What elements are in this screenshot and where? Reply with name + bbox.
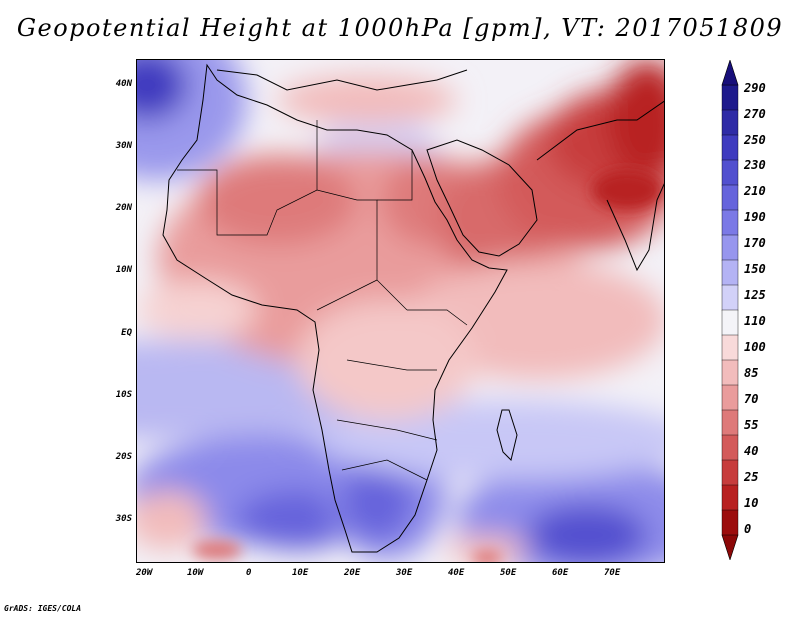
arabia-coastline	[426, 139, 538, 257]
colorbar-label-100: 100	[744, 340, 766, 354]
lon-label-40e: 40E	[448, 568, 465, 578]
lat-label-20s: 20S	[115, 452, 132, 462]
height-field	[137, 60, 664, 562]
colorbar-segment	[721, 309, 739, 336]
colorbar-segment	[721, 509, 739, 536]
colorbar-label-210: 210	[744, 184, 766, 198]
grads-credit: GrADS: IGES/COLA	[4, 604, 82, 613]
colorbar-segment	[721, 134, 739, 161]
colorbar-segment	[721, 209, 739, 236]
colorbar-segment	[721, 234, 739, 261]
colorbar-label-170: 170	[744, 236, 766, 250]
colorbar-bottom-arrow	[721, 534, 739, 560]
colorbar-segment	[721, 109, 739, 136]
coastlines	[162, 63, 664, 553]
colorbar-top-arrow	[721, 60, 739, 86]
colorbar-segment	[721, 484, 739, 511]
colorbar-label-230: 230	[744, 158, 766, 172]
colorbar-segment	[721, 259, 739, 286]
colorbar-label-10: 10	[744, 496, 759, 510]
lon-label-20e: 20E	[344, 568, 361, 578]
india-coastline	[606, 183, 664, 272]
lat-label-30n: 30N	[115, 141, 132, 151]
colorbar-label-55: 55	[744, 418, 759, 432]
colorbar-label-290: 290	[744, 81, 766, 95]
lon-label-0: 0	[246, 568, 252, 578]
colorbar-label-70: 70	[744, 392, 759, 406]
lon-label-10e: 10E	[292, 568, 309, 578]
colorbar-label-85: 85	[744, 366, 759, 380]
lon-label-60e: 60E	[552, 568, 569, 578]
lon-label-70e: 70E	[604, 568, 621, 578]
lon-label-30e: 30E	[396, 568, 413, 578]
colorbar-segments	[721, 84, 739, 536]
colorbar-segment	[721, 334, 739, 361]
lon-label-50e: 50E	[500, 568, 517, 578]
lat-label-10n: 10N	[115, 265, 132, 275]
colorbar-label-250: 250	[744, 133, 766, 147]
colorbar-label-110: 110	[744, 314, 766, 328]
colorbar-segment	[721, 159, 739, 186]
colorbar-label-125: 125	[744, 288, 766, 302]
country-borders	[177, 120, 468, 481]
madagascar-coastline	[496, 409, 518, 461]
lon-label-20w: 20W	[136, 568, 153, 578]
colorbar-label-0: 0	[744, 522, 752, 536]
lat-label-eq: EQ	[121, 328, 132, 338]
colorbar-label-25: 25	[744, 470, 759, 484]
colorbar-label-40: 40	[744, 444, 759, 458]
colorbar-segment	[721, 459, 739, 486]
mediterranean-coastline	[216, 69, 468, 91]
colorbar-segment	[721, 84, 739, 111]
colorbar-segment	[721, 434, 739, 461]
colorbar-segment	[721, 359, 739, 386]
colorbar-segment	[721, 284, 739, 311]
colorbar-label-270: 270	[744, 107, 766, 121]
africa-coastline	[162, 63, 508, 553]
geopotential-map	[137, 60, 664, 562]
lat-label-30s: 30S	[115, 514, 132, 524]
colorbar-segment	[721, 184, 739, 211]
colorbar	[721, 60, 739, 560]
colorbar-label-190: 190	[744, 210, 766, 224]
map-frame[interactable]	[136, 59, 665, 563]
lat-label-40n: 40N	[115, 79, 132, 89]
colorbar-segment	[721, 409, 739, 436]
lon-label-10w: 10W	[187, 568, 204, 578]
lat-label-10s: 10S	[115, 390, 132, 400]
lat-label-20n: 20N	[115, 203, 132, 213]
map-title: Geopotential Height at 1000hPa [gpm], VT…	[16, 14, 784, 42]
colorbar-label-150: 150	[744, 262, 766, 276]
colorbar-segment	[721, 384, 739, 411]
asia-coastline	[536, 100, 664, 161]
